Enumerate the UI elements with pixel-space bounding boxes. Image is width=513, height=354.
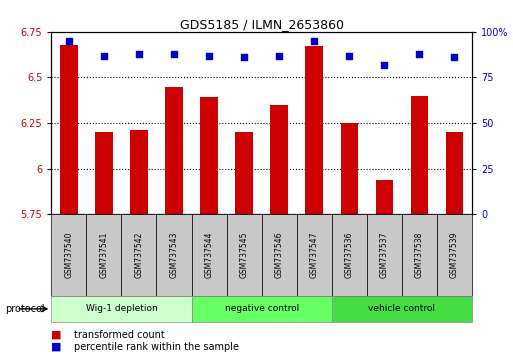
Text: GSM737536: GSM737536 bbox=[345, 232, 354, 278]
Point bbox=[275, 53, 283, 58]
Point bbox=[380, 62, 388, 68]
Text: ■: ■ bbox=[51, 330, 62, 339]
Bar bbox=[367, 214, 402, 296]
Title: GDS5185 / ILMN_2653860: GDS5185 / ILMN_2653860 bbox=[180, 18, 344, 31]
Text: GSM737537: GSM737537 bbox=[380, 232, 389, 278]
Text: GSM737539: GSM737539 bbox=[450, 232, 459, 278]
Text: GSM737540: GSM737540 bbox=[64, 232, 73, 278]
Text: ■: ■ bbox=[51, 342, 62, 352]
Bar bbox=[262, 214, 297, 296]
Bar bbox=[191, 214, 227, 296]
Point bbox=[450, 55, 459, 60]
Bar bbox=[437, 214, 472, 296]
Text: vehicle control: vehicle control bbox=[368, 304, 436, 313]
Bar bbox=[51, 296, 191, 322]
Text: GSM737542: GSM737542 bbox=[134, 232, 144, 278]
Text: Wig-1 depletion: Wig-1 depletion bbox=[86, 304, 157, 313]
Point bbox=[240, 55, 248, 60]
Bar bbox=[376, 179, 393, 214]
Point bbox=[310, 38, 318, 44]
Text: GSM737541: GSM737541 bbox=[100, 232, 108, 278]
Bar bbox=[270, 105, 288, 214]
Text: GSM737543: GSM737543 bbox=[169, 232, 179, 278]
Bar bbox=[86, 214, 122, 296]
Text: transformed count: transformed count bbox=[74, 330, 165, 339]
Point bbox=[100, 53, 108, 58]
Bar bbox=[165, 86, 183, 214]
Text: percentile rank within the sample: percentile rank within the sample bbox=[74, 342, 240, 352]
Text: GSM737544: GSM737544 bbox=[205, 232, 213, 278]
Point bbox=[65, 38, 73, 44]
Point bbox=[345, 53, 353, 58]
Bar bbox=[51, 214, 86, 296]
Point bbox=[415, 51, 423, 57]
Bar bbox=[227, 214, 262, 296]
Bar bbox=[297, 214, 332, 296]
Point bbox=[205, 53, 213, 58]
Bar bbox=[402, 214, 437, 296]
Bar bbox=[130, 130, 148, 214]
Bar bbox=[305, 46, 323, 214]
Bar bbox=[446, 132, 463, 214]
Bar bbox=[95, 132, 113, 214]
Bar bbox=[235, 132, 253, 214]
Bar bbox=[410, 96, 428, 214]
Bar bbox=[341, 123, 358, 214]
Bar bbox=[60, 45, 77, 214]
Text: GSM737546: GSM737546 bbox=[274, 232, 284, 278]
Bar bbox=[122, 214, 156, 296]
Text: negative control: negative control bbox=[225, 304, 299, 313]
Bar bbox=[200, 97, 218, 214]
Point bbox=[135, 51, 143, 57]
Bar bbox=[191, 296, 332, 322]
Bar bbox=[332, 214, 367, 296]
Text: protocol: protocol bbox=[5, 304, 45, 314]
Text: GSM737545: GSM737545 bbox=[240, 232, 249, 278]
Bar bbox=[156, 214, 191, 296]
Text: GSM737547: GSM737547 bbox=[310, 232, 319, 278]
Point bbox=[170, 51, 178, 57]
Text: GSM737538: GSM737538 bbox=[415, 232, 424, 278]
Bar bbox=[332, 296, 472, 322]
